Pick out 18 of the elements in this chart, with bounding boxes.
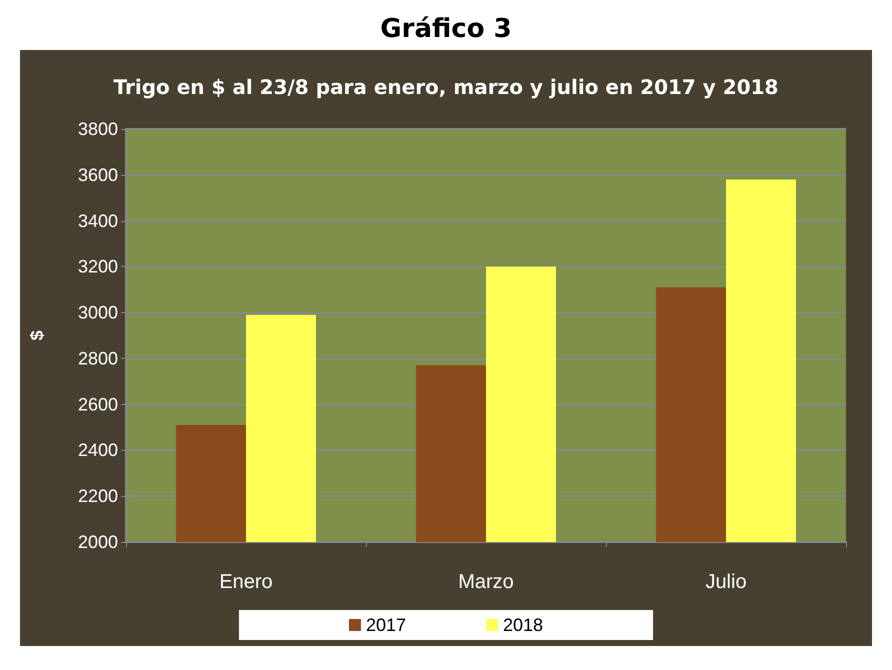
y-tick-label: 2400 — [78, 440, 118, 460]
y-tick-label: 2000 — [78, 532, 118, 552]
chart-subtitle: Trigo en $ al 23/8 para enero, marzo y julio en 2017 y 2018 — [114, 75, 778, 99]
y-tick-label: 2800 — [78, 348, 118, 368]
y-tick-label: 3400 — [78, 210, 118, 231]
y-tick-label: 3800 — [78, 119, 118, 139]
y-tick-label: 3000 — [78, 302, 118, 323]
x-tick-label: Marzo — [458, 571, 514, 593]
x-tick-label: Julio — [705, 571, 747, 593]
y-tick-label: 3200 — [78, 256, 118, 277]
y-tick-label: 2600 — [78, 394, 118, 414]
y-tick-label: 3600 — [78, 164, 118, 185]
y-axis-title: $ — [27, 330, 47, 341]
chart-title: Gráfico 3 — [379, 14, 513, 44]
legend-label: 2018 — [503, 615, 544, 635]
x-tick-label: Enero — [219, 571, 273, 593]
y-tick-label: 2200 — [78, 486, 118, 506]
legend-label: 2017 — [366, 615, 406, 635]
